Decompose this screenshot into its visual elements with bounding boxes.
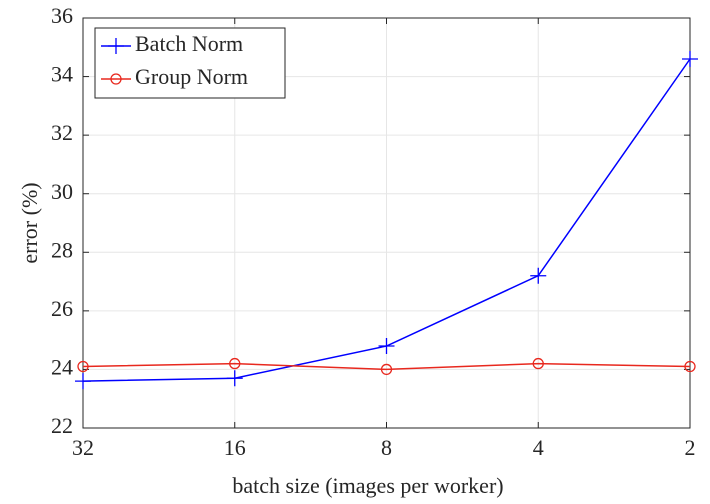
marker <box>77 360 89 373</box>
x-tick-label: 4 <box>533 435 544 460</box>
legend-label: Group Norm <box>135 64 248 89</box>
marker <box>682 51 698 67</box>
marker <box>684 360 696 373</box>
marker <box>108 38 124 54</box>
y-tick-label: 32 <box>51 120 73 145</box>
y-tick-label: 26 <box>51 296 73 321</box>
x-tick-label: 8 <box>381 435 392 460</box>
legend-box <box>94 27 286 99</box>
x-axis-label: batch size (images per worker) <box>232 473 503 498</box>
y-tick-label: 24 <box>51 354 73 379</box>
marker <box>380 363 393 376</box>
y-tick-label: 28 <box>51 237 73 262</box>
y-tick-label: 36 <box>51 3 73 28</box>
y-axis-label: error (%) <box>17 182 42 263</box>
y-tick-label: 22 <box>51 413 73 438</box>
marker <box>226 370 243 387</box>
marker <box>532 357 544 370</box>
x-tick-label: 2 <box>685 435 696 460</box>
plot-frame <box>82 17 691 429</box>
marker <box>229 357 241 370</box>
legend: Batch Norm Group Norm <box>94 27 286 99</box>
marker <box>110 73 122 85</box>
legend-label: Batch Norm <box>135 31 243 56</box>
y-tick-label: 30 <box>51 179 73 204</box>
x-tick-label: 32 <box>72 435 94 460</box>
series-line <box>82 362 691 371</box>
marker <box>530 267 547 284</box>
x-tick-label: 16 <box>224 435 246 460</box>
marker <box>75 373 91 390</box>
y-tick-label: 34 <box>51 62 73 87</box>
marker <box>378 338 395 354</box>
